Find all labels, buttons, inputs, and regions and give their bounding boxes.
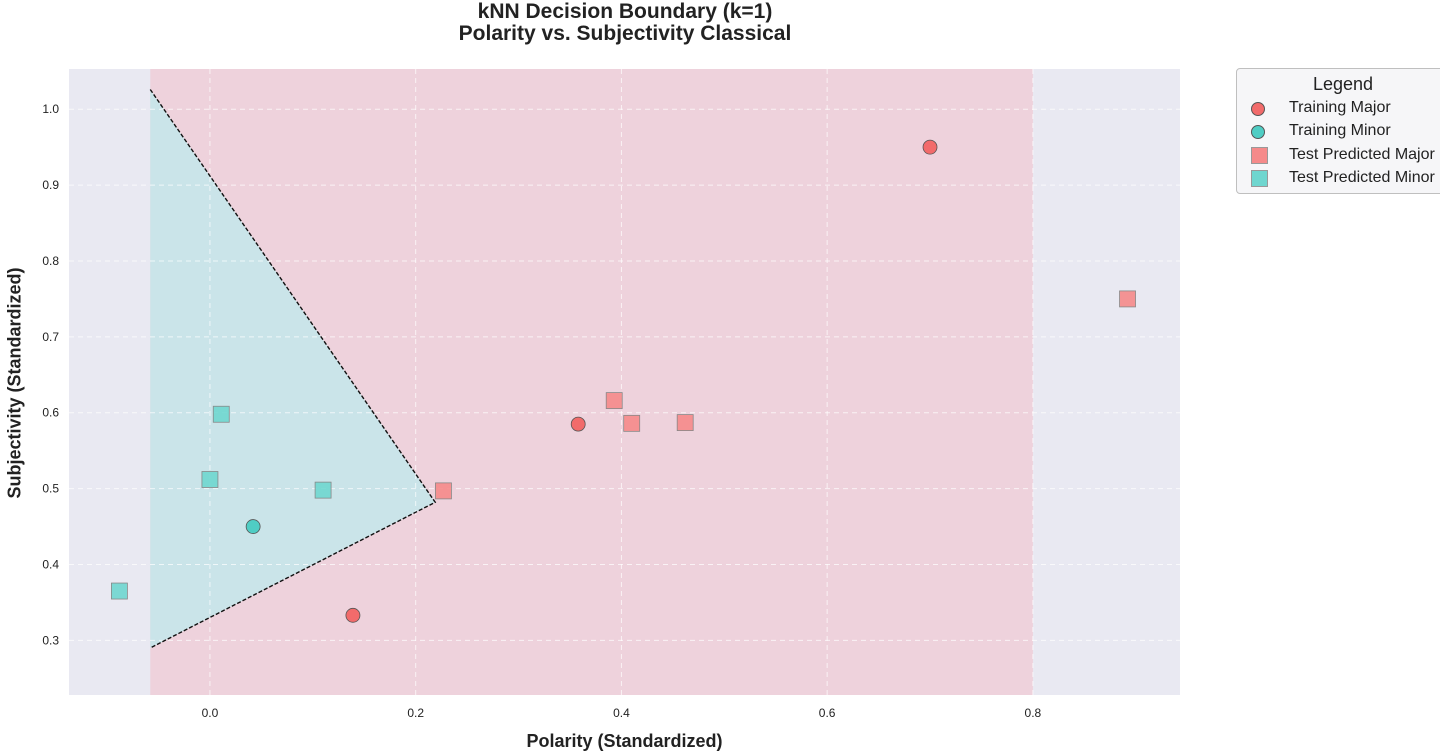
training-point <box>245 519 261 534</box>
x-tick-label: 0.8 <box>1025 706 1042 720</box>
x-tick-label: 0.4 <box>613 706 630 720</box>
y-tick-label: 0.8 <box>42 254 59 268</box>
y-tick-label: 0.4 <box>42 557 59 571</box>
training-point <box>345 607 361 623</box>
legend-label: Training Minor <box>1289 122 1391 139</box>
y-tick-label: 0.6 <box>42 406 59 420</box>
test-point <box>676 414 694 431</box>
y-axis-label: Subjectivity (Standardized) <box>4 267 25 499</box>
x-tick-label: 0.0 <box>202 706 219 720</box>
legend-title: Legend <box>1312 74 1374 94</box>
legend-marker-square <box>1251 170 1268 187</box>
legend-marker-circle <box>1251 125 1265 139</box>
x-tick-label: 0.6 <box>819 706 836 720</box>
legend-label: Test Predicted Minor <box>1289 169 1435 186</box>
training-point <box>922 139 938 155</box>
region-minor <box>150 89 436 648</box>
chart-title: kNN Decision Boundary (k=1) <box>477 0 773 23</box>
test-point <box>314 481 332 499</box>
chart-subtitle: Polarity vs. Subjectivity Classical <box>458 22 792 45</box>
training-point <box>570 416 586 432</box>
legend-marker-circle <box>1251 102 1265 116</box>
test-point <box>605 392 623 409</box>
x-axis-label: Polarity (Standardized) <box>526 731 723 751</box>
test-point <box>1119 290 1136 308</box>
x-tick-label: 0.2 <box>407 706 424 720</box>
test-point <box>623 414 641 432</box>
legend: Legend Training Major Training Minor Tes… <box>1236 68 1440 194</box>
legend-marker-square <box>1251 147 1268 164</box>
test-point <box>111 582 128 600</box>
y-tick-label: 0.9 <box>42 178 59 192</box>
test-point <box>201 471 219 488</box>
legend-label: Test Predicted Major <box>1289 146 1435 163</box>
y-tick-label: 0.3 <box>42 633 59 647</box>
decision-boundary-line <box>149 89 437 649</box>
y-tick-label: 0.7 <box>42 330 59 344</box>
test-point <box>435 482 452 500</box>
test-point <box>212 405 230 423</box>
legend-label: Training Major <box>1289 99 1391 116</box>
y-tick-label: 0.5 <box>42 482 59 496</box>
y-tick-label: 1.0 <box>42 102 59 116</box>
